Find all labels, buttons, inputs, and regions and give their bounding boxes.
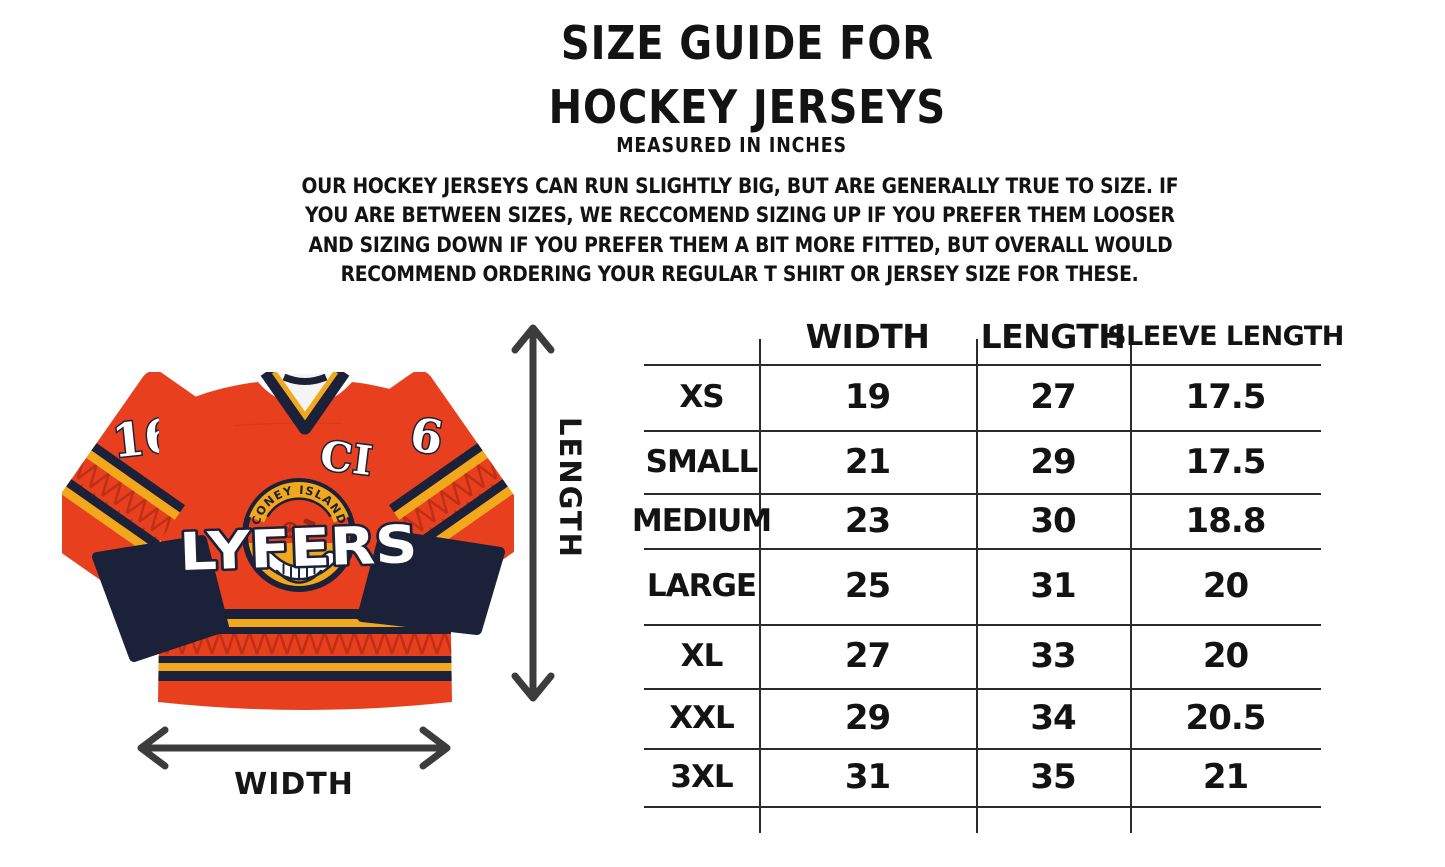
length-value: 33 bbox=[1030, 636, 1076, 676]
sleeve-length-value: 17.5 bbox=[1185, 377, 1267, 417]
jersey-collar bbox=[260, 372, 350, 435]
page-title-line2: HOCKEY JERSEYS bbox=[372, 80, 1122, 134]
width-value: 29 bbox=[844, 698, 891, 738]
jersey-right-sleeve bbox=[339, 372, 514, 635]
sizing-description: OUR HOCKEY JERSEYS CAN RUN SLIGHTLY BIG,… bbox=[140, 172, 1340, 290]
size-label: MEDIUM bbox=[631, 502, 772, 539]
page-title-line1-text: SIZE GUIDE FOR bbox=[560, 16, 934, 70]
width-value: 27 bbox=[844, 636, 891, 676]
size-label: 3XL bbox=[670, 759, 733, 795]
sleeve-length-value: 20 bbox=[1202, 566, 1249, 606]
size-label: SMALL bbox=[645, 443, 759, 480]
width-value: 31 bbox=[844, 757, 891, 797]
measurement-unit-note: MEASURED IN INCHES bbox=[372, 133, 1092, 157]
sizing-description-line: YOU ARE BETWEEN SIZES, WE RECCOMEND SIZI… bbox=[305, 203, 1175, 229]
table-rule bbox=[644, 688, 1321, 690]
table-rule bbox=[644, 493, 1321, 495]
length-value: 29 bbox=[1030, 441, 1076, 482]
svg-text:16: 16 bbox=[110, 408, 179, 468]
width-value: 23 bbox=[844, 500, 891, 541]
length-arrow bbox=[511, 324, 555, 702]
team-name-wordmark: LYFERS bbox=[178, 515, 418, 583]
width-arrow bbox=[137, 726, 451, 770]
table-rule bbox=[644, 806, 1321, 808]
length-value: 30 bbox=[1030, 500, 1076, 541]
sleeve-length-value: 17.5 bbox=[1185, 441, 1267, 482]
column-header-sleeve-length: SLEEVE LENGTH bbox=[1107, 321, 1344, 352]
left-shoulder-number: 16 bbox=[108, 406, 179, 469]
sleeve-length-value: 21 bbox=[1202, 757, 1249, 797]
jersey-illustration: 16 6 CI CONEY ISLAND bbox=[62, 372, 514, 710]
table-rule bbox=[644, 548, 1321, 550]
team-logo-badge: CONEY ISLAND bbox=[242, 478, 356, 592]
chest-initials: CI bbox=[318, 432, 376, 485]
table-rule bbox=[644, 430, 1321, 432]
logo-smile bbox=[260, 550, 338, 584]
size-label: XL bbox=[680, 638, 724, 674]
page-title-line2-text: HOCKEY JERSEYS bbox=[548, 80, 946, 134]
table-rule bbox=[1130, 339, 1132, 833]
size-label: LARGE bbox=[646, 568, 757, 604]
width-value: 25 bbox=[844, 566, 891, 606]
width-axis-label: WIDTH bbox=[234, 767, 354, 802]
ferris-wheel-icon bbox=[281, 521, 299, 539]
logo-top-band bbox=[249, 481, 349, 523]
length-value: 34 bbox=[1030, 698, 1076, 738]
size-label: XXL bbox=[669, 700, 735, 736]
table-rule bbox=[644, 624, 1321, 626]
size-label: XS bbox=[679, 379, 724, 415]
sleeve-length-value: 20 bbox=[1202, 636, 1249, 676]
jersey-hem-stripes bbox=[158, 609, 452, 681]
length-axis-label: LENGTH bbox=[553, 417, 587, 559]
table-rule bbox=[644, 748, 1321, 750]
width-value: 19 bbox=[844, 377, 891, 417]
measurement-unit-note-text: MEASURED IN INCHES bbox=[616, 133, 848, 157]
sizing-description-line: AND SIZING DOWN IF YOU PREFER THEM A BIT… bbox=[308, 232, 1172, 258]
length-value: 35 bbox=[1030, 757, 1076, 797]
sizing-description-line: RECOMMEND ORDERING YOUR REGULAR T SHIRT … bbox=[341, 262, 1139, 288]
size-column-spacer bbox=[644, 309, 759, 364]
sleeve-length-value: 20.5 bbox=[1185, 698, 1267, 738]
column-header-length: LENGTH bbox=[980, 317, 1126, 356]
jersey-right-cuff bbox=[357, 529, 505, 635]
page-title-line1: SIZE GUIDE FOR bbox=[372, 16, 1122, 70]
length-value: 27 bbox=[1030, 377, 1076, 417]
width-value: 21 bbox=[844, 441, 891, 482]
jersey-left-sleeve bbox=[62, 372, 235, 662]
column-header-width: WIDTH bbox=[805, 317, 930, 356]
mallet-icon bbox=[303, 518, 316, 536]
jersey-left-cuff bbox=[92, 535, 229, 662]
table-rule bbox=[759, 339, 761, 833]
table-rule bbox=[976, 339, 978, 833]
sleeve-length-value: 18.8 bbox=[1185, 500, 1267, 541]
sizing-description-line: OUR HOCKEY JERSEYS CAN RUN SLIGHTLY BIG,… bbox=[301, 174, 1179, 199]
table-rule bbox=[644, 364, 1321, 366]
length-value: 31 bbox=[1030, 566, 1076, 606]
size-table: WIDTH LENGTH SLEEVE LENGTH XS 19 27 17.5… bbox=[631, 309, 1344, 833]
